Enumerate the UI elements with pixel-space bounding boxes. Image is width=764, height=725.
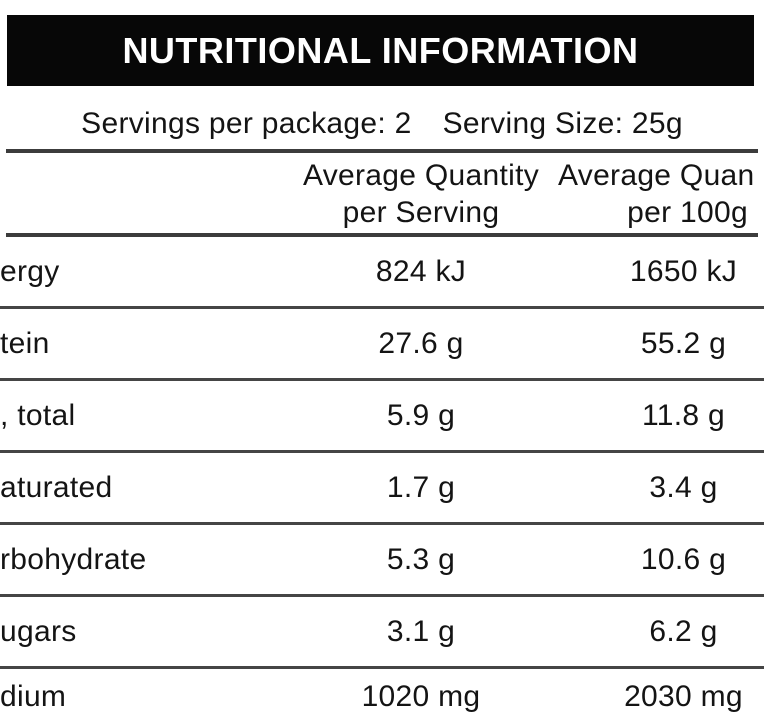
- nutrient-row: dium 1020 mg 2030 mg: [0, 669, 764, 725]
- header-per-100g-line1: Average Quan: [558, 159, 755, 192]
- nutrient-label: ergy: [0, 254, 60, 288]
- nutrition-table-body: ergy 824 kJ 1650 kJ tein 27.6 g 55.2 g ,…: [0, 237, 764, 725]
- value-per-serving: 5.9 g: [386, 398, 456, 432]
- nutrient-row: rbohydrate 5.3 g 10.6 g: [0, 525, 764, 597]
- page-title: NUTRITIONAL INFORMATION: [122, 29, 639, 71]
- header-per-100g-line2: per 100g: [627, 196, 748, 229]
- header-per-serving-line1: Average Quantity: [302, 159, 540, 192]
- value-per-100g: 1650 kJ: [629, 254, 738, 288]
- title-bar: NUTRITIONAL INFORMATION: [7, 15, 754, 86]
- nutrition-table: Average Quantity per Serving Average Qua…: [0, 153, 764, 233]
- serving-size: Serving Size: 25g: [442, 106, 683, 140]
- value-per-serving: 3.1 g: [386, 614, 456, 648]
- serving-info-line: Servings per package: 2 Serving Size: 25…: [0, 86, 764, 149]
- value-per-serving: 1020 mg: [361, 680, 481, 713]
- nutrient-label: dium: [0, 680, 67, 713]
- table-header-row: Average Quantity per Serving Average Qua…: [0, 153, 764, 233]
- nutrient-row: ergy 824 kJ 1650 kJ: [0, 237, 764, 309]
- value-per-serving: 1.7 g: [386, 470, 456, 504]
- value-per-serving: 27.6 g: [378, 326, 464, 360]
- value-per-100g: 10.6 g: [640, 542, 727, 576]
- header-bottom-rule: [6, 233, 758, 237]
- nutrient-row: tein 27.6 g 55.2 g: [0, 309, 764, 381]
- nutrient-row: aturated 1.7 g 3.4 g: [0, 453, 764, 525]
- value-per-100g: 3.4 g: [649, 470, 718, 504]
- nutrient-label: aturated: [0, 470, 113, 504]
- servings-per-package: Servings per package: 2: [81, 106, 412, 140]
- value-per-100g: 55.2 g: [640, 326, 727, 360]
- value-per-serving: 824 kJ: [375, 254, 467, 288]
- nutrient-label: , total: [0, 398, 76, 432]
- nutrient-label: tein: [0, 326, 50, 360]
- nutrient-label: ugars: [0, 614, 77, 648]
- header-per-100g: Average Quan per 100g: [551, 157, 764, 233]
- value-per-100g: 11.8 g: [642, 398, 725, 432]
- header-per-serving: Average Quantity per Serving: [291, 157, 551, 233]
- nutrient-row: , total 5.9 g 11.8 g: [0, 381, 764, 453]
- header-per-serving-line2: per Serving: [342, 196, 500, 229]
- nutrient-row: ugars 3.1 g 6.2 g: [0, 597, 764, 669]
- value-per-serving: 5.3 g: [386, 542, 456, 576]
- header-nutrient-col: [0, 157, 291, 233]
- nutrient-label: rbohydrate: [0, 542, 147, 576]
- value-per-100g: 2030 mg: [624, 680, 743, 713]
- value-per-100g: 6.2 g: [649, 614, 718, 648]
- table-top-rule: [6, 149, 758, 153]
